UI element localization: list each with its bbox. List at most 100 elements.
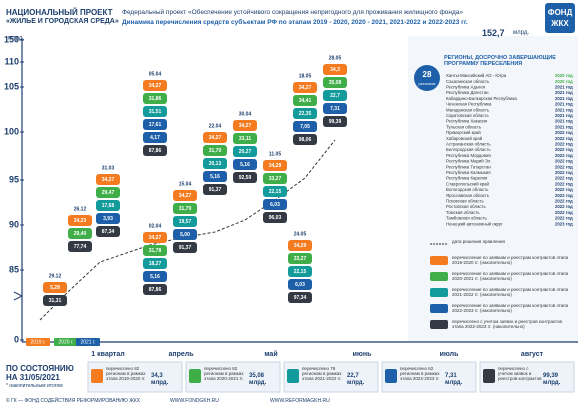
region-year: 2021 год xyxy=(555,85,573,90)
region-name: Республика Адыгея xyxy=(446,85,486,90)
region-year: 2020 год xyxy=(555,73,573,78)
stack-segment xyxy=(173,229,197,240)
stack-segment xyxy=(43,282,67,293)
legend-text: перечислено с учетом заявок и реестров к… xyxy=(452,319,562,330)
summary-value: 22,7 млрд. xyxy=(347,373,365,386)
segment-label: 17,68 xyxy=(102,203,115,209)
axis-break xyxy=(13,291,24,301)
summary-value: 99,39 млрд. xyxy=(543,373,561,386)
segment-label: 35,08 xyxy=(329,80,342,86)
region-name: Республика Марий Эл xyxy=(446,159,491,164)
stack-segment xyxy=(143,145,167,156)
region-year: 2022 год xyxy=(555,204,573,209)
summary-box xyxy=(381,361,477,393)
stack-segment xyxy=(96,226,120,237)
segment-label: 17,61 xyxy=(149,122,162,128)
year-box xyxy=(76,338,100,346)
stack-segment xyxy=(173,216,197,227)
summary-box xyxy=(479,361,575,393)
stack-segment xyxy=(323,116,347,127)
segment-label: 31,31 xyxy=(49,298,62,304)
region-year: 2022 год xyxy=(555,164,573,169)
stack-segment xyxy=(233,172,257,183)
segment-label: 34,27 xyxy=(299,85,312,91)
summary-text: перечислено с учетом заявок и реестров к… xyxy=(498,366,542,382)
stack-segment xyxy=(68,215,92,226)
segment-label: 31,51 xyxy=(149,109,162,115)
region-name: Ярославская область xyxy=(446,193,490,198)
legend-swatch xyxy=(430,288,448,297)
stack-segment xyxy=(203,158,227,169)
legend-swatch xyxy=(430,256,448,265)
stack-date: 24.05 xyxy=(294,231,307,237)
stack-segment xyxy=(288,253,312,264)
stack-segment xyxy=(323,64,347,75)
summary-value: 34,3 млрд. xyxy=(151,373,169,386)
segment-label: 33,11 xyxy=(239,136,251,142)
stack-segment xyxy=(143,245,167,256)
segment-label: 29,40 xyxy=(74,231,87,237)
stack-segment xyxy=(68,241,92,252)
stack-segment xyxy=(143,258,167,269)
y-tick-label: 95 xyxy=(9,174,19,184)
summary-box xyxy=(185,361,281,393)
segment-label: 96,03 xyxy=(269,215,282,221)
month-label: июль xyxy=(440,351,460,358)
region-year: 2022 год xyxy=(555,193,573,198)
axis-unit: млрд. xyxy=(8,36,24,42)
stack-segment xyxy=(263,212,287,223)
region-name: Астраханская область xyxy=(446,142,491,147)
region-year: 2022 год xyxy=(555,170,573,175)
stack-segment xyxy=(293,108,317,119)
stack-segment xyxy=(293,134,317,145)
stack-date: 11.05 xyxy=(269,151,281,157)
region-name: Магаданская область xyxy=(446,107,490,112)
segment-label: 34,27 xyxy=(149,83,162,89)
stack-segment xyxy=(323,103,347,114)
stack-segment xyxy=(323,77,347,88)
region-name: Приморский край xyxy=(446,130,481,135)
stack-segment xyxy=(233,120,257,131)
y-tick-label: 110 xyxy=(4,56,19,66)
region-name: Вологодская область xyxy=(446,187,489,192)
segment-label: 31,86 xyxy=(149,96,162,102)
stack-segment xyxy=(143,284,167,295)
region-name: Республика Хакасия xyxy=(446,119,488,124)
segment-label: 34,23 xyxy=(74,218,87,224)
region-name: Сахалинская область xyxy=(446,79,490,84)
region-year: 2021 год xyxy=(555,107,573,112)
month-label: июнь xyxy=(353,351,373,358)
stack-date: 15.04 xyxy=(179,181,192,187)
count-badge xyxy=(414,65,440,91)
segment-label: 91,37 xyxy=(179,245,192,251)
segment-label: 33,27 xyxy=(294,256,307,262)
segment-label: 29,47 xyxy=(102,190,115,196)
segment-label: 22,15 xyxy=(294,269,307,275)
stack-segment xyxy=(323,90,347,101)
stack-segment xyxy=(173,203,197,214)
legend-text: перечисление по заявкам и реестрам контр… xyxy=(452,287,569,298)
site: WWW.REFORMAGKH.RU xyxy=(270,398,330,404)
region-year: 2022 год xyxy=(555,199,573,204)
stack-segment xyxy=(233,133,257,144)
region-year: 2021 год xyxy=(555,124,573,129)
region-year: 2022 год xyxy=(555,153,573,158)
stack-segment xyxy=(203,184,227,195)
y-tick-label: 0 xyxy=(14,334,19,344)
segment-label: 20,13 xyxy=(209,161,222,167)
region-name: Ханты-Мансийский АО - Югра xyxy=(446,73,507,78)
region-name: Хабаровский край xyxy=(446,136,483,141)
region-name: Тульская область xyxy=(446,124,482,129)
stack-date: 31.03 xyxy=(102,165,115,171)
segment-label: 5,00 xyxy=(180,232,190,238)
region-year: 2022 год xyxy=(555,187,573,192)
total: 152,7 xyxy=(482,28,505,38)
summary-icon xyxy=(385,369,397,383)
segment-label: 18,27 xyxy=(149,261,162,267)
summary-text: перечислено 79 регионам в рамках этапа 2… xyxy=(302,366,342,382)
region-name: Республика Калмыкия xyxy=(446,170,491,175)
region-year: 2021 год xyxy=(555,96,573,101)
stack-segment xyxy=(143,93,167,104)
segment-label: 92,59 xyxy=(239,175,252,181)
segment-label: 34,27 xyxy=(209,135,222,141)
